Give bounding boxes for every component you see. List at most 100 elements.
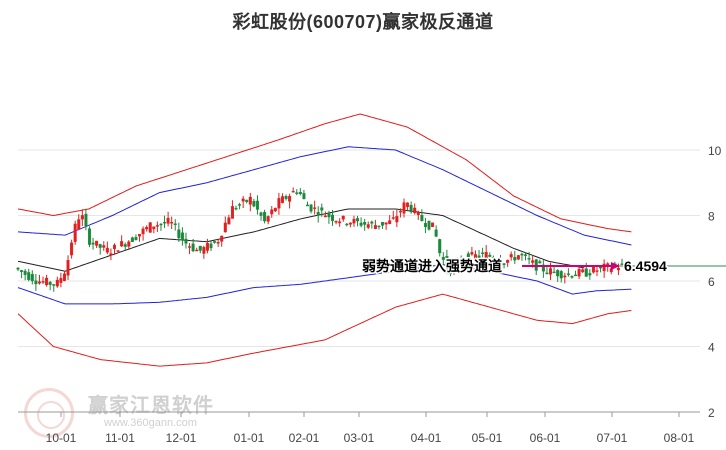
candle-body — [302, 193, 306, 200]
candle-body — [452, 263, 456, 270]
candle-body — [427, 220, 431, 230]
candle-body — [370, 221, 374, 224]
candle-body — [252, 201, 256, 207]
candle-body — [213, 241, 217, 243]
candlestick — [345, 222, 349, 227]
candle-body — [170, 222, 174, 224]
candle-body — [45, 277, 49, 286]
candle-body — [77, 219, 81, 230]
candlestick — [180, 227, 184, 246]
x-tick-label-10-01: 10-01 — [46, 431, 77, 445]
candlestick — [545, 267, 549, 275]
candlestick — [252, 198, 256, 208]
candle-body — [55, 279, 59, 287]
x-tick-label-05-01: 05-01 — [472, 431, 503, 445]
candle-body — [263, 211, 267, 222]
candlestick — [488, 252, 492, 258]
candlestick — [323, 211, 327, 218]
candle-body — [195, 249, 199, 252]
candlestick — [391, 210, 395, 220]
candlestick — [388, 215, 392, 225]
candle-body — [498, 259, 502, 264]
candle-body — [152, 226, 156, 230]
candlestick — [509, 251, 513, 261]
candle-body — [266, 216, 270, 222]
candlestick — [381, 222, 385, 229]
candlestick — [477, 249, 481, 264]
candlestick — [205, 238, 209, 254]
candle-body — [545, 272, 549, 275]
candle-body — [120, 241, 124, 247]
candlestick — [606, 262, 610, 272]
candlestick — [395, 209, 399, 227]
candle-body — [184, 238, 188, 244]
candle-body — [191, 243, 195, 252]
candlestick — [556, 269, 560, 282]
candlestick — [16, 267, 20, 272]
watermark-logo-icon — [24, 388, 74, 438]
candlestick — [148, 221, 152, 233]
candlestick — [402, 198, 406, 218]
candlestick — [55, 276, 59, 288]
candle-body — [352, 218, 356, 224]
candlestick — [145, 225, 149, 232]
candlestick — [406, 202, 410, 210]
candlestick — [338, 218, 342, 227]
candlestick — [513, 250, 517, 264]
candlestick — [524, 252, 528, 261]
candle-body — [141, 228, 145, 235]
y-tick-label-8: 8 — [708, 210, 715, 224]
candlestick — [316, 206, 320, 223]
candlestick — [320, 203, 324, 217]
candlestick — [230, 200, 234, 219]
candlestick — [331, 210, 335, 226]
candle-body — [559, 271, 563, 279]
candle-body — [70, 242, 74, 256]
candle-body — [305, 204, 309, 207]
candle-body — [520, 253, 524, 256]
candlestick — [295, 189, 299, 196]
candlestick — [356, 215, 360, 227]
x-tick-label-06-01: 06-01 — [530, 431, 561, 445]
candlestick — [34, 274, 38, 291]
candle-body — [109, 253, 113, 256]
candle-body — [20, 270, 24, 272]
candle-body — [456, 259, 460, 263]
candlestick — [516, 254, 520, 261]
candle-body — [59, 278, 63, 283]
candle-body — [202, 247, 206, 254]
candlestick — [348, 222, 352, 228]
candlestick — [398, 208, 402, 218]
candlestick — [77, 214, 81, 231]
candle-body — [459, 261, 463, 263]
candle-body — [216, 241, 220, 244]
y-tick-label-4: 4 — [708, 341, 715, 355]
candle-body — [381, 222, 385, 226]
candlestick — [59, 272, 63, 288]
candlestick — [259, 211, 263, 221]
candle-body — [581, 269, 585, 273]
candlestick — [127, 240, 131, 249]
inner-upper-band-line — [17, 146, 632, 246]
candlestick — [173, 219, 177, 231]
candle-body — [123, 244, 127, 247]
candlestick — [305, 201, 309, 207]
y-tick-label-2: 2 — [708, 406, 715, 420]
candlestick — [288, 193, 292, 209]
candle-body — [34, 280, 38, 285]
candlestick — [109, 248, 113, 261]
candle-body — [373, 225, 377, 229]
candlestick — [216, 239, 220, 247]
candle-body — [466, 253, 470, 263]
candlestick — [463, 257, 467, 268]
candlestick — [155, 221, 159, 232]
candle-body — [230, 206, 234, 219]
outer-lower-band-line — [17, 293, 632, 367]
candlestick — [223, 216, 227, 233]
candle-body — [524, 254, 528, 256]
candlestick — [202, 245, 206, 259]
axis-layer: 2 4 6 8 10 10-01 11-01 12-01 01-01 02-01 03-01 04-0… — [18, 144, 722, 445]
candlestick — [423, 217, 427, 234]
candlestick — [452, 259, 456, 275]
